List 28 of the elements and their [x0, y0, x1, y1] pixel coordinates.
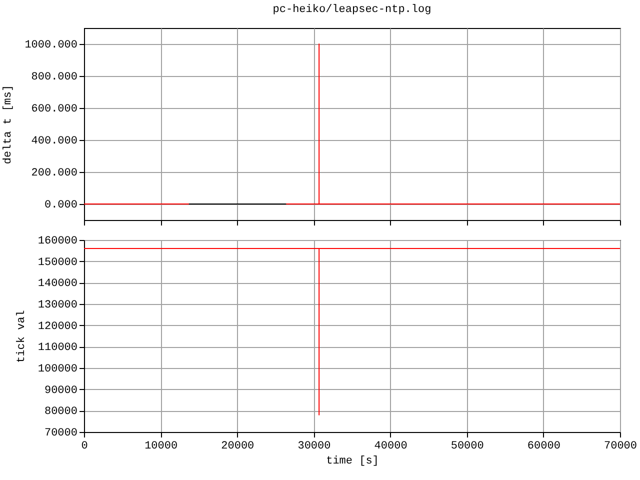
y-tick-label: 800.000: [31, 72, 78, 84]
y-tick-label: 1000.000: [24, 40, 78, 52]
y-tick-label: 0.000: [44, 200, 78, 212]
x-tick-label: 10000: [144, 440, 178, 452]
y-axis-title: delta t [ms]: [2, 84, 15, 164]
x-tick-label: 50000: [450, 440, 484, 452]
chart-title: pc-heiko/leapsec-ntp.log: [272, 4, 432, 16]
y-tick-label: 80000: [44, 406, 78, 418]
x-tick-label: 40000: [374, 440, 408, 452]
x-tick-label: 20000: [221, 440, 254, 452]
y-tick-label: 400.000: [31, 136, 78, 148]
y-tick-label: 150000: [38, 256, 78, 269]
x-tick-label: 60000: [527, 440, 560, 452]
y-tick-label: 200.000: [31, 168, 78, 180]
y-tick-label: 90000: [44, 384, 78, 397]
y-tick-label: 160000: [38, 236, 78, 248]
x-tick-label: 30000: [298, 440, 331, 452]
y-tick-label: 140000: [38, 278, 78, 290]
y-tick-label: 70000: [44, 428, 78, 440]
y-tick-label: 100000: [38, 364, 78, 376]
x-axis-title: time [s]: [326, 456, 379, 468]
x-tick-label: 0: [81, 440, 88, 452]
y-tick-label: 120000: [38, 320, 78, 333]
y-tick-label: 600.000: [31, 104, 78, 116]
x-tick-label: 70000: [604, 440, 638, 452]
y-tick-label: 130000: [38, 300, 78, 312]
y-tick-label: 110000: [38, 342, 78, 354]
y-axis-title: tick val: [16, 310, 28, 363]
